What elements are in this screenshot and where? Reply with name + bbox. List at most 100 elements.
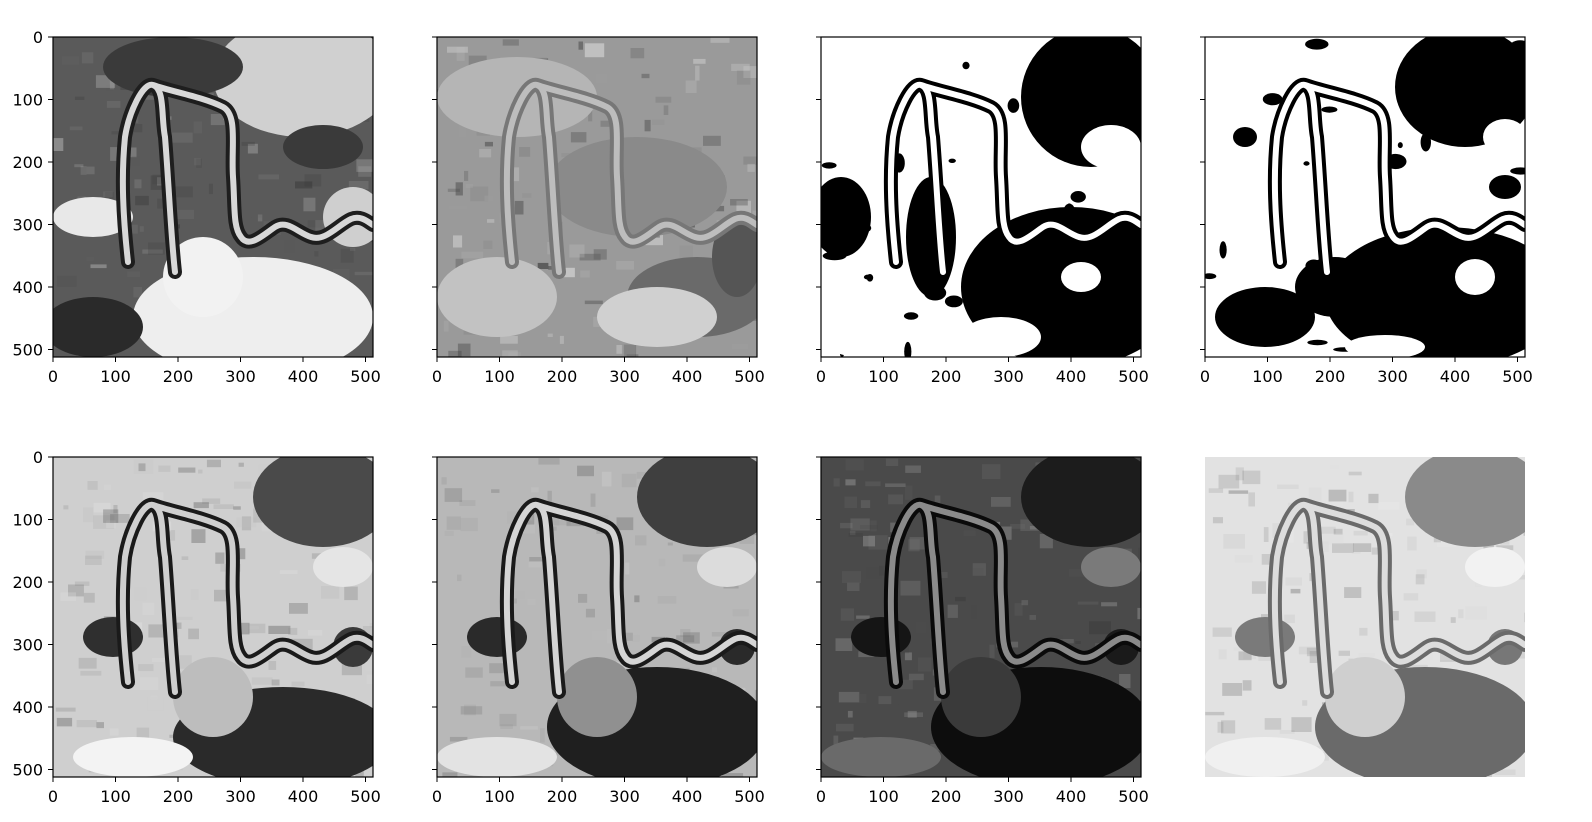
mask-speckle [944,295,963,308]
x-tick-label: 300 [993,367,1024,386]
texture-patch [148,242,165,255]
mask-speckle [1219,241,1227,259]
texture-patch [570,132,587,143]
texture-patch [1494,769,1516,775]
texture-patch [489,663,504,674]
terrain-region [73,737,193,777]
texture-patch [441,477,447,485]
image-panel-r2c1: 0 100 200 300 400 500 0 100 200 300 400 500 [12,448,380,806]
x-tick-label: 100 [484,787,515,806]
texture-patch [500,335,518,344]
texture-patch [1068,568,1089,577]
texture-patch [625,562,630,575]
texture-patch [68,584,84,597]
texture-patch [850,518,870,531]
texture-patch [1251,581,1266,594]
x-tick-label: 0 [432,367,442,386]
texture-patch [239,626,259,630]
texture-patch [307,220,323,228]
x-tick-label: 100 [868,787,899,806]
mask-speckle [962,61,970,70]
texture-patch [288,627,298,635]
texture-patch [487,219,495,223]
panel-image [53,457,373,777]
texture-patch [365,297,373,308]
texture-patch [1290,588,1301,594]
texture-patch [537,262,549,269]
texture-patch [348,181,369,190]
mask-speckle [1341,201,1349,214]
y-tick-label: 400 [12,278,43,297]
texture-patch [955,596,966,602]
texture-patch [455,258,464,270]
texture-patch [158,465,171,472]
texture-patch [233,506,241,510]
texture-patch [1217,721,1224,733]
texture-patch [860,525,878,530]
texture-patch [685,80,697,93]
texture-patch [447,188,460,192]
texture-patch [1309,651,1319,663]
texture-patch [634,595,640,603]
texture-patch [61,56,80,65]
texture-patch [553,520,571,526]
texture-patch [667,542,673,546]
texture-patch [938,571,948,579]
texture-patch [546,515,560,526]
terrain-region [83,617,143,657]
texture-patch [1020,519,1043,531]
texture-patch [1524,612,1525,623]
axes-frame [52,36,374,358]
texture-patch [616,661,633,672]
image-panel-r1c4: 0 100 200 300 400 500 [1200,36,1533,386]
texture-patch [465,667,483,678]
texture-patch [1351,545,1361,554]
terrain-region [313,547,373,587]
x-tick-label: 200 [1315,367,1346,386]
panel-image [821,457,1141,777]
texture-patch [470,186,489,202]
texture-patch [588,110,593,122]
mask-speckle [1361,172,1379,177]
texture-patch [1329,464,1340,469]
texture-patch [520,726,538,730]
texture-patch [963,530,976,536]
texture-patch [1378,501,1400,510]
texture-patch [1331,500,1344,507]
texture-patch [80,166,87,175]
texture-patch [1212,627,1232,637]
mask-speckle [1205,273,1217,280]
texture-patch [1263,527,1269,542]
texture-patch [484,195,494,201]
texture-patch [139,226,144,232]
texture-patch [732,609,749,617]
texture-patch [138,664,154,672]
texture-patch [455,182,463,196]
texture-patch [134,587,147,601]
texture-patch [1523,484,1525,496]
texture-patch [722,773,744,777]
texture-patch [1218,474,1240,489]
texture-patch [630,48,645,59]
texture-patch [86,166,95,175]
texture-patch [1368,493,1379,504]
texture-patch [836,723,854,732]
y-tick-label: 100 [12,91,43,110]
texture-patch [1208,488,1224,493]
texture-patch [840,608,855,621]
texture-patch [63,505,69,510]
y-tick-label: 200 [12,153,43,172]
texture-patch [644,119,651,132]
terrain-region [637,457,757,547]
texture-patch [989,644,995,658]
texture-patch [548,266,554,270]
panel-image [437,37,757,357]
texture-patch [514,200,524,215]
texture-patch [1403,593,1419,601]
texture-patch [1138,547,1141,563]
terrain-region [1081,125,1141,169]
texture-patch [215,552,225,564]
texture-patch [1221,720,1236,734]
texture-patch [206,459,221,468]
mask-speckle [1485,189,1491,202]
